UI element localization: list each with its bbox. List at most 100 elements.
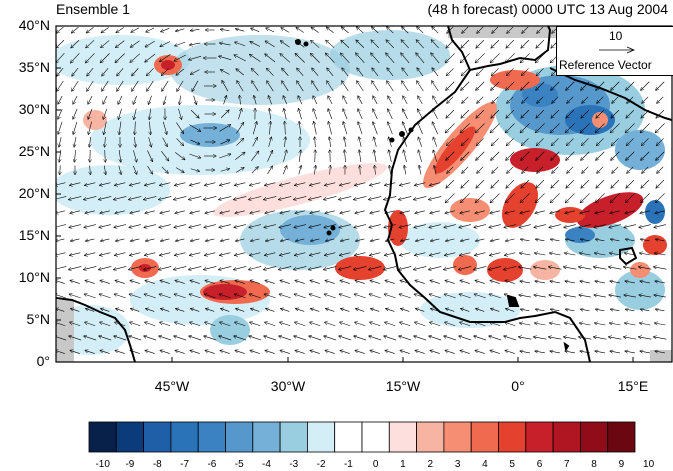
wind-vector (489, 224, 501, 228)
wind-vector (191, 69, 200, 75)
wind-vector (432, 68, 439, 77)
wind-vector (625, 323, 636, 325)
wind-vector (655, 123, 665, 132)
wind-vector (251, 69, 259, 76)
wind-vector (234, 196, 247, 199)
wind-vector (535, 123, 545, 132)
wind-vector (624, 337, 637, 340)
wind-vector (310, 53, 320, 63)
wind-vector (250, 42, 261, 47)
wind-vector (236, 309, 245, 312)
wind-vector (237, 81, 244, 92)
colorbar-tick-label: 7 (564, 459, 570, 470)
wind-vector (430, 350, 440, 354)
wind-vector (309, 336, 322, 341)
wind-vector (116, 238, 125, 241)
colorbar-tick-label: -1 (343, 459, 353, 470)
wind-vector (505, 280, 515, 284)
wind-vector (251, 309, 260, 312)
wind-vector (190, 280, 200, 284)
wind-vector (236, 69, 245, 76)
wind-vector (264, 196, 277, 199)
wind-vector (369, 294, 381, 299)
wind-vector (340, 210, 350, 213)
wind-vector (399, 294, 411, 299)
wind-vector (59, 137, 62, 147)
wind-vector (433, 150, 438, 162)
wind-vector (611, 239, 620, 241)
lat-label: 35°N (18, 59, 50, 75)
wind-vector (462, 26, 469, 33)
wind-vector (414, 224, 426, 228)
wind-vector (192, 80, 199, 91)
wind-vector (250, 350, 260, 354)
wind-vector (189, 266, 202, 269)
wind-vector (460, 123, 470, 132)
wind-vector (119, 121, 121, 135)
wind-vector (104, 121, 107, 135)
wind-vector (564, 224, 576, 228)
wind-vector (432, 81, 439, 92)
wind-vector (536, 151, 545, 160)
wind-vector (444, 336, 457, 341)
colorbar-swatch (607, 421, 636, 453)
wind-vector (446, 309, 455, 312)
wind-vector (565, 281, 575, 283)
wind-vector (132, 80, 139, 91)
colorbar-swatch (552, 421, 581, 453)
wind-vector (386, 53, 395, 64)
wind-vector (340, 182, 351, 186)
wind-vector (205, 350, 215, 354)
wind-vector (657, 166, 664, 173)
wind-vector (309, 224, 321, 228)
wind-vector (189, 336, 202, 341)
wind-vector (386, 309, 395, 312)
wind-vector (536, 81, 545, 90)
wind-vector (190, 210, 200, 213)
wind-vector (581, 151, 590, 160)
wind-vector (144, 336, 157, 341)
colorbar-tick-label: -4 (262, 459, 271, 470)
wind-vector (101, 238, 110, 241)
wind-vector (250, 322, 261, 327)
wind-vector (176, 309, 185, 312)
wind-vector (369, 224, 381, 228)
wind-vector (370, 322, 381, 327)
wind-vector (84, 196, 97, 199)
wind-vector (114, 294, 126, 299)
wind-vector (341, 238, 350, 241)
wind-vector (565, 193, 575, 202)
wind-vector (656, 151, 665, 160)
colorbar-swatch (197, 421, 226, 453)
wind-vector (236, 238, 245, 241)
wind-vector (401, 309, 410, 312)
wind-vector (119, 150, 121, 162)
wind-vector (594, 267, 607, 270)
wind-vector (86, 53, 95, 62)
wind-vector (521, 68, 529, 75)
wind-vector (117, 80, 124, 91)
lat-label: 5°N (26, 311, 51, 327)
wind-vector (234, 266, 247, 269)
wind-vector (219, 56, 232, 61)
wind-vector (144, 294, 156, 299)
wind-vector (251, 151, 258, 161)
colorbar-swatch (525, 421, 554, 453)
wind-vector (114, 196, 127, 199)
wind-vector (373, 109, 378, 120)
wind-vector (355, 322, 366, 327)
wind-vector (447, 26, 454, 33)
wind-vector (219, 125, 230, 132)
wind-vector (343, 109, 348, 120)
wind-vector (161, 151, 168, 161)
wind-vector (565, 123, 575, 132)
wind-vector (116, 27, 124, 33)
wind-vector (72, 67, 79, 76)
reference-arrow-icon (599, 46, 636, 54)
wind-vector (57, 67, 64, 76)
wind-vector (595, 253, 606, 255)
colorbar-swatch (252, 421, 281, 453)
wind-vector (372, 27, 379, 34)
wind-vector (490, 210, 500, 213)
wind-vector (295, 210, 305, 213)
